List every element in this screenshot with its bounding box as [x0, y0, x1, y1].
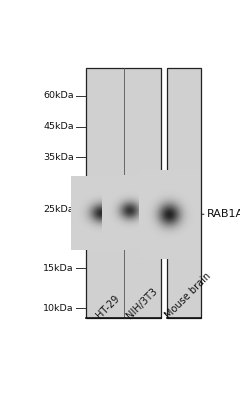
Text: 45kDa: 45kDa	[43, 122, 74, 131]
Bar	[86, 68, 161, 318]
Text: 25kDa: 25kDa	[43, 205, 74, 214]
Text: RAB1A: RAB1A	[202, 209, 240, 219]
Text: NIH/3T3: NIH/3T3	[124, 286, 159, 320]
Bar	[167, 68, 201, 318]
Text: 60kDa: 60kDa	[43, 91, 74, 100]
Text: HT-29: HT-29	[95, 294, 122, 320]
Text: 35kDa: 35kDa	[43, 153, 74, 162]
Text: 15kDa: 15kDa	[43, 264, 74, 273]
Text: 10kDa: 10kDa	[43, 304, 74, 313]
Text: Mouse brain: Mouse brain	[163, 271, 213, 320]
